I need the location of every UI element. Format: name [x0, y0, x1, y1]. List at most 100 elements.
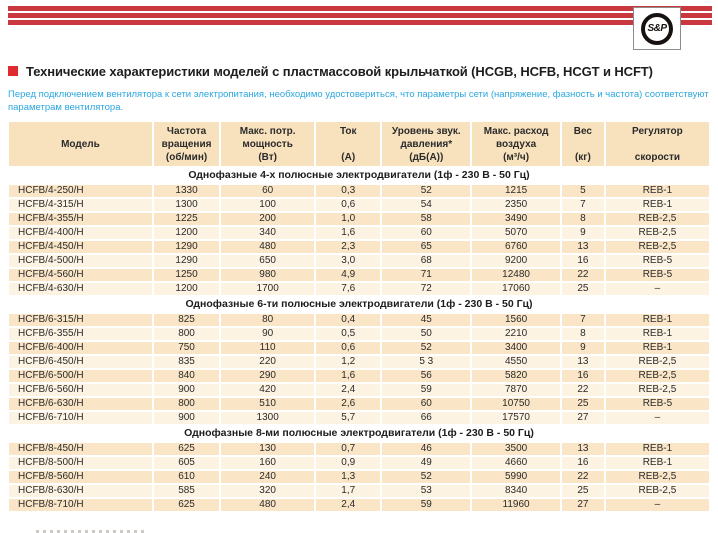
value-cell: 290: [220, 369, 316, 383]
value-cell: 1300: [220, 411, 316, 425]
value-cell: 60: [220, 184, 316, 198]
section-header: Однофазные 8-ми полюсные электродвигател…: [8, 425, 710, 442]
column-header: Уровень звук. давления* (дБ(А)): [381, 121, 472, 167]
section-header-row: Однофазные 6-ти полюсные электродвигател…: [8, 296, 710, 313]
value-cell: 9: [560, 226, 605, 240]
table-row: HCFB/6-450/H 835 220 1,2 5 3 4550 13 REB-2,5: [8, 355, 710, 369]
value-cell: 52: [381, 341, 472, 355]
model-cell: HCFB/6-500/H: [8, 369, 153, 383]
sp-logo-ring: S&P: [641, 12, 673, 45]
table-row: HCFB/8-630/H 585 320 1,7 53 8340 25 REB-2,5: [8, 484, 710, 498]
value-cell: –: [604, 282, 710, 296]
model-cell: HCFB/8-500/H: [8, 456, 153, 470]
value-cell: 1330: [152, 184, 221, 198]
value-cell: 0,7: [315, 442, 382, 456]
value-cell: 8340: [471, 484, 561, 498]
value-cell: 4550: [471, 355, 561, 369]
value-cell: 7870: [471, 383, 561, 397]
value-cell: REB-2,5: [604, 484, 710, 498]
value-cell: REB-1: [604, 456, 710, 470]
table-row: HCFB/4-250/H 1330 60 0,3 52 1215 5 REB-1: [8, 184, 710, 198]
column-header: Вес (кг): [560, 121, 605, 167]
model-cell: HCFB/4-400/H: [8, 226, 153, 240]
model-cell: HCFB/4-250/H: [8, 184, 153, 198]
value-cell: 220: [220, 355, 316, 369]
model-cell: HCFB/6-450/H: [8, 355, 153, 369]
red-square-bullet-icon: [8, 66, 18, 76]
value-cell: 1,2: [315, 355, 382, 369]
table-row: HCFB/6-560/H 900 420 2,4 59 7870 22 REB-2,5: [8, 383, 710, 397]
value-cell: 27: [560, 411, 605, 425]
page-header: S&P: [0, 0, 718, 58]
page-title: Технические характеристики моделей с пла…: [26, 64, 653, 79]
value-cell: 71: [381, 268, 472, 282]
intro-note: Перед подключением вентилятора к сети эл…: [0, 88, 718, 114]
value-cell: 835: [152, 355, 221, 369]
table-row: HCFB/6-630/H 800 510 2,6 60 10750 25 REB-5: [8, 397, 710, 411]
model-cell: HCFB/8-630/H: [8, 484, 153, 498]
value-cell: 0,6: [315, 341, 382, 355]
value-cell: 0,6: [315, 198, 382, 212]
value-cell: 160: [220, 456, 316, 470]
value-cell: 2,4: [315, 498, 382, 512]
clipped-footnote-text: [36, 530, 146, 533]
value-cell: 80: [220, 313, 316, 327]
value-cell: REB-1: [604, 442, 710, 456]
value-cell: 605: [152, 456, 221, 470]
value-cell: 17060: [471, 282, 561, 296]
value-cell: 59: [381, 383, 472, 397]
intro-line: параметрам вентилятора.: [8, 102, 124, 113]
value-cell: 16: [560, 369, 605, 383]
value-cell: 13: [560, 355, 605, 369]
specs-table-head: Модель Частота вращения (об/мин) Макс. потр.…: [8, 121, 710, 167]
table-row: HCFB/6-710/H 900 1300 5,7 66 17570 27–: [8, 411, 710, 425]
model-cell: HCFB/4-630/H: [8, 282, 153, 296]
value-cell: 25: [560, 484, 605, 498]
table-row: HCFB/4-450/H 1290 480 2,3 65 6760 13 REB-2,5: [8, 240, 710, 254]
value-cell: 900: [152, 411, 221, 425]
value-cell: 49: [381, 456, 472, 470]
value-cell: 25: [560, 282, 605, 296]
value-cell: 1215: [471, 184, 561, 198]
column-header: Частота вращения (об/мин): [152, 121, 221, 167]
value-cell: 12480: [471, 268, 561, 282]
value-cell: 800: [152, 327, 221, 341]
column-header: Модель: [8, 121, 153, 167]
value-cell: 1700: [220, 282, 316, 296]
value-cell: 480: [220, 498, 316, 512]
value-cell: 2350: [471, 198, 561, 212]
value-cell: 22: [560, 470, 605, 484]
value-cell: 8: [560, 327, 605, 341]
header-row: Модель Частота вращения (об/мин) Макс. потр.…: [8, 121, 710, 167]
section-header-row: Однофазные 4-х полюсные электродвигатели…: [8, 167, 710, 184]
table-row: HCFB/8-450/H 625 130 0,7 46 3500 13 REB-1: [8, 442, 710, 456]
value-cell: 3400: [471, 341, 561, 355]
value-cell: 7: [560, 198, 605, 212]
value-cell: REB-2,5: [604, 369, 710, 383]
table-row: HCFB/8-710/H 625 480 2,4 59 11960 27–: [8, 498, 710, 512]
model-cell: HCFB/6-400/H: [8, 341, 153, 355]
value-cell: 2,3: [315, 240, 382, 254]
value-cell: 320: [220, 484, 316, 498]
value-cell: 5990: [471, 470, 561, 484]
value-cell: 90: [220, 327, 316, 341]
value-cell: 2210: [471, 327, 561, 341]
model-cell: HCFB/4-315/H: [8, 198, 153, 212]
value-cell: 480: [220, 240, 316, 254]
table-row: HCFB/4-355/H 1225 200 1,0 58 3490 8 REB-2,5: [8, 212, 710, 226]
value-cell: 22: [560, 383, 605, 397]
value-cell: 68: [381, 254, 472, 268]
value-cell: 16: [560, 254, 605, 268]
value-cell: REB-2,5: [604, 240, 710, 254]
value-cell: 5070: [471, 226, 561, 240]
value-cell: 1,6: [315, 226, 382, 240]
brand-stripes: [8, 6, 712, 25]
value-cell: 750: [152, 341, 221, 355]
value-cell: 22: [560, 268, 605, 282]
value-cell: 46: [381, 442, 472, 456]
value-cell: 585: [152, 484, 221, 498]
column-header: Регулятор скорости: [604, 121, 710, 167]
value-cell: 4660: [471, 456, 561, 470]
value-cell: REB-5: [604, 397, 710, 411]
value-cell: 840: [152, 369, 221, 383]
